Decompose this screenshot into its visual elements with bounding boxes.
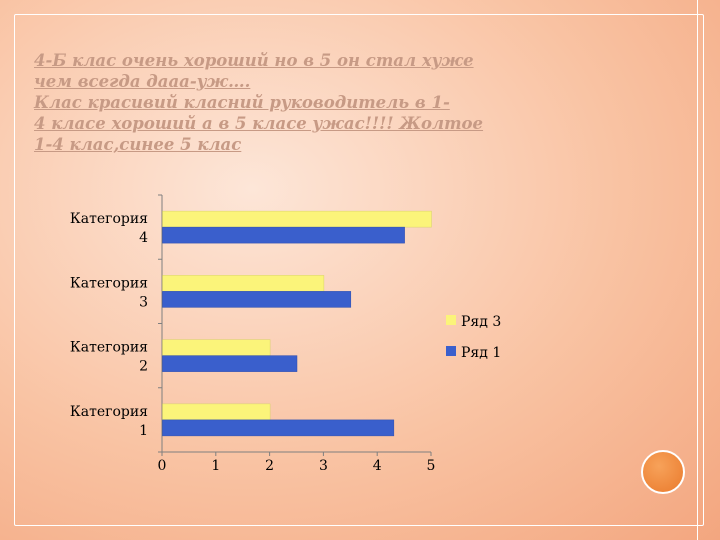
category-label: Категория 3	[70, 275, 148, 310]
slide-title-line: 1-4 клас,синее 5 клас	[34, 135, 242, 154]
bar	[162, 419, 395, 437]
slide-title: 4-Б клас очень хороший но в 5 он стал ху…	[34, 50, 534, 155]
category-label: Категория 4	[70, 211, 148, 246]
slide-title-line: 4 класе хороший а в 5 класе ужас!!!! Жол…	[34, 114, 484, 133]
bar	[162, 291, 352, 308]
x-tick-label: 1	[211, 458, 220, 474]
category-label: Категория 2	[70, 340, 148, 375]
x-tick-label: 3	[319, 458, 328, 474]
legend-label: Ряд 3	[461, 314, 501, 330]
slide-decor-line	[697, 0, 698, 540]
legend-swatch	[446, 315, 456, 325]
bar	[162, 403, 271, 421]
orange-circle-decoration	[641, 450, 685, 494]
legend-swatch	[446, 346, 456, 356]
slide-title-line: чем всегда дааа-уж….	[34, 72, 251, 91]
bar	[162, 355, 298, 372]
slide-frame	[14, 14, 704, 526]
category-label: Категория 1	[70, 404, 148, 439]
bar	[162, 226, 405, 244]
legend-label: Ряд 1	[461, 345, 501, 361]
x-tick-label: 2	[265, 458, 274, 474]
x-tick-label: 5	[427, 458, 436, 474]
bar	[162, 275, 325, 292]
slide-title-line: 4-Б клас очень хороший но в 5 он стал ху…	[34, 51, 474, 70]
x-tick-label: 0	[158, 458, 167, 474]
slide-title-line: Клас красивий класний руководитель в 1-	[34, 93, 450, 112]
bar	[162, 339, 271, 356]
x-tick-label: 4	[373, 458, 382, 474]
bar	[162, 210, 432, 228]
